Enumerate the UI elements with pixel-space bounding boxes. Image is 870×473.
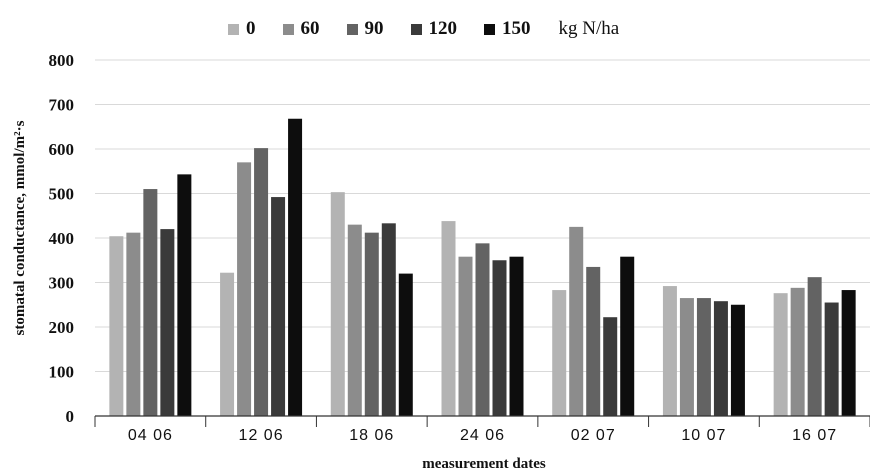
y-tick-label: 400 — [49, 229, 75, 248]
bar — [586, 266, 601, 416]
legend-label: 60 — [300, 18, 320, 39]
legend-swatch — [484, 23, 495, 35]
x-tick-label: 12 06 — [239, 427, 284, 444]
bar — [713, 301, 728, 416]
bar — [160, 229, 175, 416]
x-tick-label: 16 07 — [792, 427, 837, 444]
legend-item: 0 — [228, 18, 256, 40]
legend-swatch — [282, 23, 294, 35]
y-tick-label: 500 — [49, 185, 75, 204]
bar — [730, 304, 745, 416]
legend-swatch — [346, 23, 358, 35]
legend-unit: kg N/ha — [558, 18, 620, 39]
bar — [773, 293, 788, 416]
y-tick-label: 100 — [49, 363, 75, 382]
bar — [807, 277, 822, 416]
x-tick-label: 04 06 — [128, 427, 173, 444]
bar — [347, 224, 362, 416]
y-tick-label: 300 — [49, 274, 75, 293]
x-tick-label: 18 06 — [349, 427, 394, 444]
bar — [177, 174, 192, 416]
bar — [271, 197, 286, 416]
legend-label: 90 — [364, 18, 384, 39]
bar — [364, 232, 379, 416]
x-tick-label: 10 07 — [681, 427, 726, 444]
legend-item: 120 — [410, 18, 458, 40]
bar — [841, 290, 856, 416]
legend-swatch — [228, 23, 239, 35]
bar — [475, 243, 490, 416]
bar — [126, 232, 141, 416]
x-tick-label: 24 06 — [460, 427, 505, 444]
bar — [220, 272, 235, 416]
bar — [143, 189, 158, 416]
legend-label: 0 — [246, 18, 256, 39]
bar — [492, 260, 507, 416]
bar — [458, 256, 473, 416]
y-tick-label: 0 — [66, 407, 75, 426]
bar — [790, 287, 805, 416]
y-tick-label: 800 — [49, 51, 75, 70]
legend-swatch — [410, 23, 422, 35]
bar — [330, 192, 345, 416]
legend-item: 90 — [346, 18, 384, 40]
bar — [569, 226, 584, 416]
legend-label: 150 — [502, 18, 531, 39]
bar — [696, 298, 711, 416]
y-axis-label: stomatal conductance, mmol/m²·s — [12, 120, 28, 335]
x-axis-label: measurement dates — [422, 456, 546, 472]
legend-label: 120 — [428, 18, 458, 39]
bar — [620, 256, 635, 416]
bar — [509, 256, 524, 416]
bar — [109, 236, 124, 416]
y-tick-label: 700 — [49, 96, 75, 115]
bar — [381, 223, 396, 416]
bar — [398, 273, 413, 416]
y-tick-label: 200 — [49, 318, 75, 337]
x-tick-label: 02 07 — [571, 427, 616, 444]
bar — [603, 317, 618, 416]
legend-item: 60 — [282, 18, 320, 40]
legend: 0 60 90 120 150 kg N/ha — [228, 18, 619, 40]
bar — [662, 286, 677, 416]
legend-item: 150 — [484, 18, 531, 40]
bar — [288, 118, 303, 417]
axes: 0 100 200 300 400 500 600 700 800 04 06 12 06 18 06… — [49, 51, 870, 444]
bar — [237, 162, 252, 416]
bar — [254, 148, 269, 417]
bar — [824, 302, 839, 416]
y-tick-label: 600 — [49, 140, 75, 159]
bar — [679, 298, 694, 416]
bar — [552, 290, 567, 416]
bars — [109, 118, 856, 417]
bar — [441, 221, 456, 416]
